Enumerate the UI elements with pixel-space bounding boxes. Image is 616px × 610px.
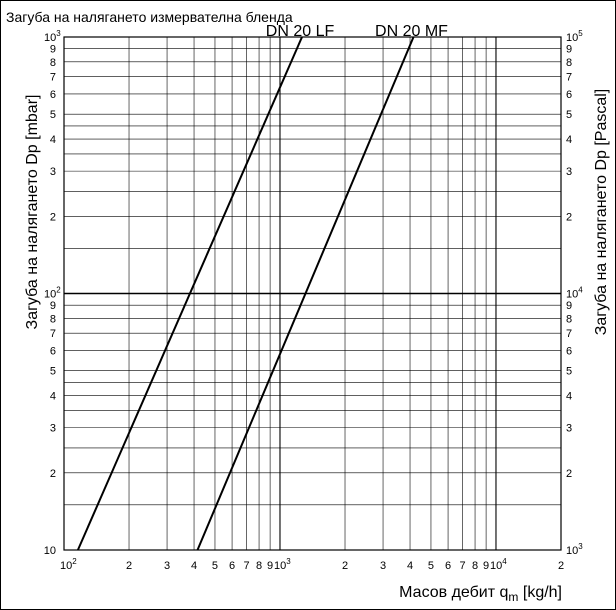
y-right-tick-label: 6 [566, 345, 572, 357]
y-right-tick-label: 5 [566, 109, 572, 121]
series-labels: DN 20 LF DN 20 MF [266, 23, 448, 40]
y-right-tick-label: 105 [566, 29, 583, 44]
series-line-dn20-lf [76, 36, 303, 551]
x-tick-label: 8 [472, 560, 478, 572]
x-tick-label: 5 [428, 560, 434, 572]
y-left-tick-label: 4 [50, 391, 56, 403]
series-label-dn20-lf: DN 20 LF [266, 23, 335, 40]
x-tick-label: 4 [191, 560, 197, 572]
x-tick-label: 6 [229, 560, 235, 572]
y-right-tick-label: 4 [566, 391, 572, 403]
y-left-tick-label: 5 [50, 109, 56, 121]
x-tick-labels: 102 2 3 4 5 6 7 8 9 103 2 3 4 5 6 7 8 9 104 2 [60, 557, 564, 572]
x-tick-label: 3 [380, 560, 386, 572]
y-right-tick-label: 7 [566, 72, 572, 84]
grid [64, 37, 561, 550]
plot-area [63, 36, 562, 551]
y-right-tick-label: 9 [566, 300, 572, 312]
x-tick-label: 2 [558, 560, 564, 572]
y-right-tick-label: 5 [566, 366, 572, 378]
y-right-tick-label: 6 [566, 89, 572, 101]
x-tick-label: 3 [164, 560, 170, 572]
y-left-tick-label: 5 [50, 366, 56, 378]
y-right-tick-label: 2 [566, 468, 572, 480]
y-right-tick-label: 103 [566, 542, 583, 557]
y-right-tick-label: 8 [566, 57, 572, 69]
y-right-tick-label: 8 [566, 313, 572, 325]
x-tick-label: 102 [60, 557, 77, 572]
x-tick-label: 104 [490, 557, 507, 572]
y-left-tick-label: 6 [50, 345, 56, 357]
y-axis-left-label: Загуба на налягането Dp [mbar] [24, 95, 41, 330]
x-tick-label: 9 [267, 560, 273, 572]
x-tick-label: 4 [407, 560, 413, 572]
y-right-tick-label: 9 [566, 44, 572, 56]
x-tick-label: 7 [243, 560, 249, 572]
y-left-tick-label: 8 [50, 57, 56, 69]
y-right-tick-label: 7 [566, 328, 572, 340]
y-left-tick-label: 2 [50, 211, 56, 223]
chart-title: Загуба на наляганетo измервателна бленда [6, 9, 293, 25]
y-left-tick-label: 3 [50, 423, 56, 435]
x-axis-label: Масов дебит qm [kg/h] [399, 584, 562, 604]
x-tick-label: 9 [483, 560, 489, 572]
x-axis-label-unit: [kg/h] [518, 584, 562, 601]
y-right-tick-label: 3 [566, 423, 572, 435]
x-axis-label-main: Масов дебит q [399, 584, 508, 601]
y-left-tick-label: 10 [44, 545, 56, 557]
y-left-tick-label: 3 [50, 166, 56, 178]
x-tick-label: 8 [256, 560, 262, 572]
y-axis-right-label: Загуба на налягането Dp [Pascal] [593, 89, 610, 336]
y-left-tick-label: 6 [50, 89, 56, 101]
x-tick-label: 2 [342, 560, 348, 572]
series-label-dn20-mf: DN 20 MF [375, 23, 448, 40]
y-left-tick-label: 2 [50, 468, 56, 480]
series-line-dn20-mf [196, 36, 415, 551]
x-tick-label: 6 [445, 560, 451, 572]
y-left-tick-label: 7 [50, 328, 56, 340]
series-lines [76, 36, 415, 551]
y-left-tick-label: 8 [50, 313, 56, 325]
y-left-tick-label: 9 [50, 300, 56, 312]
x-tick-label: 103 [274, 557, 291, 572]
x-axis-label-subscript: m [508, 590, 518, 604]
y-left-tick-label: 4 [50, 134, 56, 146]
y-right-tick-label: 4 [566, 134, 572, 146]
y-left-tick-label: 102 [44, 286, 61, 301]
y-right-tick-label: 3 [566, 166, 572, 178]
y-right-tick-label: 2 [566, 211, 572, 223]
x-tick-label: 2 [126, 560, 132, 572]
y-left-tick-label: 103 [44, 29, 61, 44]
y-left-tick-label: 9 [50, 44, 56, 56]
x-tick-label: 5 [212, 560, 218, 572]
y-right-tick-label: 104 [566, 286, 583, 301]
y-left-tick-label: 7 [50, 72, 56, 84]
x-tick-label: 7 [459, 560, 465, 572]
